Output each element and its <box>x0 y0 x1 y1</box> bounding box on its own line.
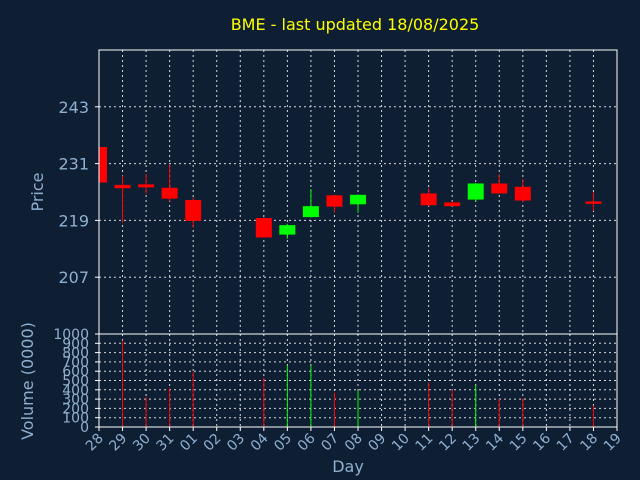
x-tick-label: 13 <box>460 431 484 455</box>
volume-axis-label: Volume (0000) <box>18 322 37 440</box>
candle-31 <box>161 164 178 202</box>
candle-body <box>279 225 296 235</box>
x-tick-label: 03 <box>224 431 248 455</box>
candle-body <box>350 194 366 205</box>
x-tick-label: 31 <box>154 431 178 455</box>
candle-29 <box>114 175 131 223</box>
x-tick-label: 09 <box>365 431 389 455</box>
volume-tick-label: 800 <box>62 346 89 362</box>
candle-body <box>302 206 319 218</box>
x-tick-label: 04 <box>248 430 272 454</box>
candle-body <box>99 147 107 183</box>
price-tick-label: 207 <box>58 268 89 287</box>
candle-18 <box>585 192 602 211</box>
x-tick-label: 10 <box>389 431 413 455</box>
x-tick-label: 16 <box>530 430 554 454</box>
candle-30 <box>138 174 155 194</box>
candle-body <box>467 183 484 200</box>
volume-tick-label: 0 <box>80 420 89 436</box>
candle-28 <box>98 147 107 183</box>
volume-bars <box>122 340 594 427</box>
x-tick-label: 08 <box>342 431 366 455</box>
candle-07 <box>326 195 343 213</box>
candle-body <box>491 183 508 194</box>
x-tick-label: 06 <box>295 430 319 454</box>
y-axis-label: Price <box>28 172 47 211</box>
volume-tick-label: 1000 <box>53 327 89 343</box>
candle-body <box>161 187 178 199</box>
candle-11 <box>420 188 437 207</box>
candle-body <box>514 186 531 201</box>
x-tick-label: 05 <box>271 431 295 455</box>
x-tick-label: 01 <box>177 431 201 455</box>
x-tick-label: 14 <box>483 430 507 454</box>
price-tick-label: 231 <box>58 155 89 174</box>
candle-body <box>585 201 602 204</box>
price-tick-label: 219 <box>58 211 89 230</box>
candle-08 <box>350 194 366 213</box>
candle-13 <box>467 183 484 202</box>
x-tick-label: 18 <box>577 431 601 455</box>
x-tick-labels: 28 29 30 31 01 02 03 04 05 06 07 08 09 10 11 12 13 14 15 16… <box>83 427 625 454</box>
volume-tick-label: 600 <box>62 364 89 380</box>
x-axis-label: Day <box>332 457 364 476</box>
candle-body <box>444 202 461 207</box>
candle-body <box>420 193 437 206</box>
candle-01 <box>185 197 202 228</box>
volume-tick-label: 400 <box>62 383 89 399</box>
candle-body <box>326 195 343 207</box>
volume-tick-label: 700 <box>62 355 89 371</box>
volume-tick-label: 100 <box>62 411 89 427</box>
volume-tick-label: 300 <box>62 392 89 408</box>
volume-panel-frame <box>98 333 618 428</box>
volume-tick-label: 200 <box>62 401 89 417</box>
candle-body <box>114 184 131 189</box>
volume-tick-label: 900 <box>62 336 89 352</box>
x-tick-label: 02 <box>201 431 225 455</box>
x-tick-label: 11 <box>413 431 437 455</box>
x-tick-label: 12 <box>436 431 460 455</box>
candle-05 <box>279 223 296 239</box>
x-tick-label: 07 <box>318 431 342 455</box>
candle-body <box>185 200 202 221</box>
volume-tick-label: 500 <box>62 374 89 390</box>
x-tick-label: 30 <box>130 431 154 455</box>
candle-body <box>138 184 155 188</box>
x-tick-label: 19 <box>601 431 625 455</box>
price-tick-label: 243 <box>58 98 89 117</box>
chart-title: BME - last updated 18/08/2025 <box>231 15 480 34</box>
candle-12 <box>444 201 461 207</box>
x-tick-label: 15 <box>507 431 531 455</box>
candle-06 <box>302 189 319 218</box>
candle-body <box>255 218 272 238</box>
candles <box>98 147 602 239</box>
price-tick-labels: 207 219 231 243 <box>58 98 99 287</box>
candle-04 <box>255 217 272 238</box>
x-tick-label: 17 <box>554 431 578 455</box>
candle-14 <box>491 174 508 194</box>
candle-15 <box>514 179 531 203</box>
x-tick-label: 29 <box>106 431 130 455</box>
